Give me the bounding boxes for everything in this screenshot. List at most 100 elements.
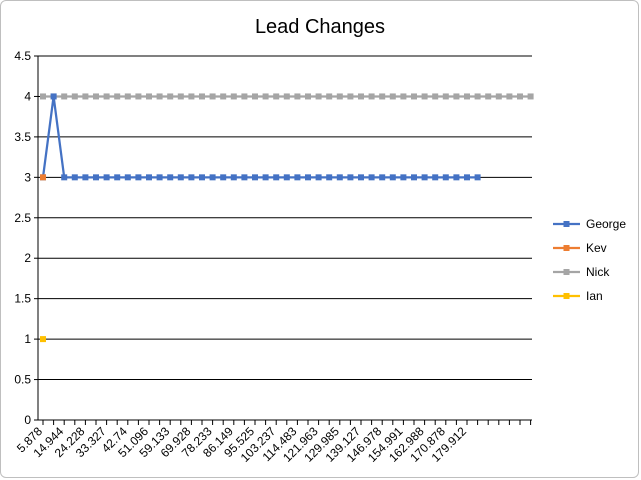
y-tick-label: 0 [24, 413, 31, 427]
data-point [199, 93, 205, 100]
data-point [453, 93, 460, 100]
data-point [103, 93, 110, 100]
data-point [442, 93, 449, 100]
data-point [283, 93, 290, 100]
data-point [146, 174, 152, 181]
legend-label: Ian [586, 289, 603, 303]
data-point [40, 336, 46, 343]
series-nick [40, 93, 534, 100]
data-point [93, 93, 99, 100]
data-point [432, 174, 439, 181]
gridlines [38, 55, 532, 421]
data-point [82, 174, 89, 181]
legend-label: Kev [586, 241, 607, 255]
data-point [262, 174, 269, 181]
data-point [114, 174, 121, 181]
data-point [50, 93, 57, 100]
data-point [188, 174, 195, 181]
data-point [315, 93, 322, 100]
data-point [305, 93, 311, 100]
data-point [464, 174, 470, 181]
data-point [114, 93, 121, 100]
data-point [368, 93, 375, 100]
data-point [40, 174, 46, 181]
data-point [273, 174, 280, 181]
legend-swatch-marker [563, 245, 570, 251]
data-point [40, 93, 46, 100]
data-point [124, 174, 131, 181]
data-point [294, 174, 301, 181]
data-point [61, 174, 68, 181]
legend-item-nick: Nick [553, 265, 610, 279]
data-point [389, 174, 396, 181]
data-point [262, 93, 269, 100]
y-tick-label: 0.5 [14, 373, 31, 387]
data-point [421, 174, 428, 181]
data-point [252, 93, 258, 100]
data-point [124, 93, 131, 100]
data-point [474, 93, 481, 100]
data-point [209, 174, 216, 181]
data-point [230, 174, 237, 181]
legend-label: George [586, 217, 626, 231]
data-point [517, 93, 523, 100]
data-point [379, 174, 386, 181]
data-point [358, 174, 364, 181]
series-ian [40, 336, 46, 343]
data-point [167, 93, 174, 100]
legend-swatch-marker [563, 293, 570, 299]
data-point [464, 93, 470, 100]
data-point [442, 174, 449, 181]
legend-item-george: George [553, 217, 626, 231]
data-point [241, 93, 248, 100]
data-point [273, 93, 280, 100]
data-point [358, 93, 364, 100]
data-point [315, 174, 322, 181]
data-point [421, 93, 428, 100]
data-point [305, 174, 311, 181]
y-tick-label: 2.5 [14, 211, 31, 225]
data-point [220, 174, 227, 181]
legend-label: Nick [586, 265, 610, 279]
data-point [326, 93, 333, 100]
data-point [432, 93, 439, 100]
chart-title: Lead Changes [255, 16, 385, 38]
data-point [135, 93, 142, 100]
y-tick-label: 3 [24, 170, 31, 184]
data-point [283, 174, 290, 181]
data-point [199, 174, 205, 181]
data-point [336, 93, 343, 100]
data-point [167, 174, 174, 181]
data-point [146, 93, 152, 100]
y-tick-label: 4.5 [14, 49, 31, 63]
data-point [209, 93, 216, 100]
data-point [294, 93, 301, 100]
data-point [156, 93, 163, 100]
data-point [103, 174, 110, 181]
y-tick-label: 1 [24, 332, 31, 346]
legend-item-ian: Ian [553, 289, 603, 303]
data-point [506, 93, 513, 100]
series-kev [40, 174, 46, 181]
data-point [474, 174, 481, 181]
data-point [400, 93, 407, 100]
y-tick-label: 1.5 [14, 292, 31, 306]
data-point [347, 93, 354, 100]
data-point [156, 174, 163, 181]
legend-item-kev: Kev [553, 241, 607, 255]
legend-swatch-marker [563, 221, 570, 227]
data-point [389, 93, 396, 100]
data-point [230, 93, 237, 100]
data-point [71, 174, 78, 181]
data-point [93, 174, 99, 181]
data-point [241, 174, 248, 181]
data-point [347, 174, 354, 181]
data-point [252, 174, 258, 181]
data-point [379, 93, 386, 100]
data-point [177, 93, 184, 100]
data-point [71, 93, 78, 100]
data-point [400, 174, 407, 181]
data-point [453, 174, 460, 181]
data-point [61, 93, 68, 100]
